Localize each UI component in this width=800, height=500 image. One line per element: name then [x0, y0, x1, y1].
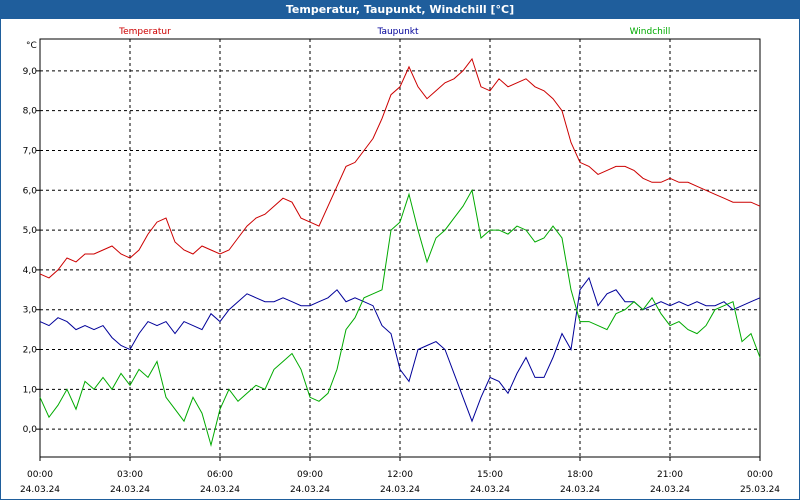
window-title: Temperatur, Taupunkt, Windchill [°C]	[1, 1, 799, 19]
y-axis-label: °C	[26, 41, 37, 51]
x-tick-time: 15:00	[477, 470, 503, 480]
y-tick-label: 1,0	[23, 385, 38, 395]
series-line-temperatur	[39, 57, 761, 279]
x-tick-date: 24.03.24	[290, 485, 330, 495]
legend: Temperatur Taupunkt Windchill	[118, 27, 670, 37]
x-tick-date: 24.03.24	[470, 485, 510, 495]
legend-entry-taupunkt: Taupunkt	[376, 27, 419, 37]
x-tick-date: 24.03.24	[200, 485, 240, 495]
x-tick-date: 24.03.24	[110, 485, 150, 495]
x-tick-time: 18:00	[567, 470, 593, 480]
x-tick-time: 03:00	[117, 470, 143, 480]
x-tick-date: 24.03.24	[650, 485, 690, 495]
x-tick-date: 24.03.24	[380, 485, 420, 495]
legend-entry-windchill: Windchill	[630, 27, 671, 37]
x-tick-date: 24.03.24	[560, 485, 600, 495]
y-tick-label: 3,0	[23, 306, 38, 316]
x-tick-time: 00:00	[747, 470, 773, 480]
x-tick-date: 25.03.24	[740, 485, 780, 495]
x-tick-time: 12:00	[387, 470, 413, 480]
y-tick-label: 5,0	[23, 226, 38, 236]
y-tick-label: 2,0	[23, 346, 38, 356]
series-group	[39, 57, 761, 448]
y-tick-label: 7,0	[23, 146, 38, 156]
x-tick-time: 21:00	[657, 470, 683, 480]
y-tick-label: 4,0	[23, 266, 38, 276]
y-tick-label: 8,0	[23, 107, 38, 117]
y-tick-label: 0,0	[23, 425, 38, 435]
x-axis-ticks: 00:00 24.03.24 03:00 24.03.24 06:00 24.03.24 0…	[20, 457, 780, 495]
legend-entry-temperatur: Temperatur	[118, 27, 171, 37]
y-axis-ticks: 0,0 1,0 2,0 3,0 4,0 5,0 6,0 7,0 8,0 9,0	[23, 67, 40, 435]
x-tick-time: 00:00	[27, 470, 53, 480]
grid	[40, 39, 760, 457]
series-line-windchill	[39, 188, 761, 448]
x-tick-time: 09:00	[297, 470, 323, 480]
y-tick-label: 9,0	[23, 67, 38, 77]
x-tick-date: 24.03.24	[20, 485, 60, 495]
y-tick-label: 6,0	[23, 186, 38, 196]
x-tick-time: 06:00	[207, 470, 233, 480]
